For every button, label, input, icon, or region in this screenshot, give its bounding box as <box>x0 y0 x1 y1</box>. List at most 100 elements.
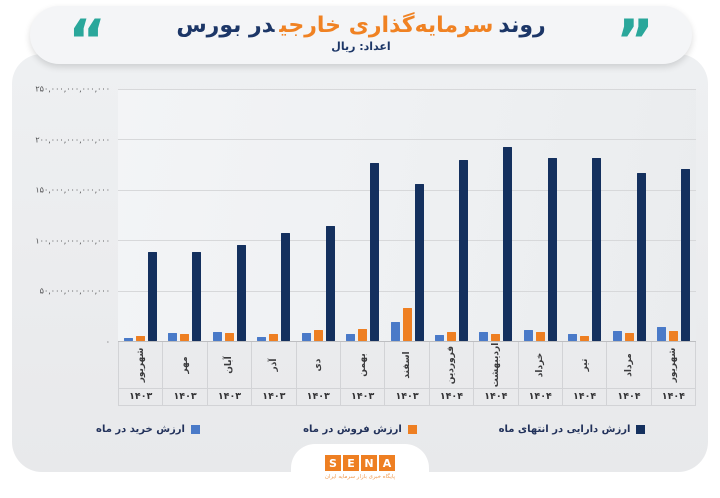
x-axis-cell: آذر ۱۴۰۳ <box>251 342 296 405</box>
bar-assets <box>325 225 335 341</box>
bar-group <box>251 89 295 341</box>
logo-letter: S <box>325 455 341 471</box>
bar-buy <box>612 330 622 341</box>
bar-sell <box>447 331 457 341</box>
bar-assets <box>370 162 380 341</box>
legend-item: ارزش فروش در ماه <box>254 424 466 435</box>
year-label: ۱۴۰۴ <box>607 388 651 405</box>
chart-card: ۲۵۰,۰۰۰,۰۰۰,۰۰۰,۰۰۰ ۲۰۰,۰۰۰,۰۰۰,۰۰۰,۰۰۰ ۱۵… <box>12 54 708 498</box>
year-label: ۱۴۰۴ <box>651 388 696 405</box>
bar-sell <box>669 330 679 341</box>
legend-swatch-icon <box>190 425 200 434</box>
bar-sell <box>535 331 545 341</box>
legend: ارزش خرید در ماه ارزش فروش در ماه ارزش دار… <box>12 424 708 435</box>
logo-letter: A <box>379 455 395 471</box>
x-axis-cell: اردیبهشت ۱۴۰۴ <box>473 342 518 405</box>
bar-group <box>207 89 251 341</box>
bar-sell <box>491 333 501 341</box>
bar-buy <box>390 321 400 341</box>
plot-area <box>118 89 696 342</box>
bar-group <box>474 89 518 341</box>
x-axis: شهریور ۱۴۰۳ مهر ۱۴۰۳ آبان ۱۴۰۳ آذر ۱۴۰۳ دی ۱۴۰۳ به… <box>118 342 697 406</box>
bar-group <box>563 89 607 341</box>
bar-sell <box>624 332 634 341</box>
bar-assets <box>592 157 602 341</box>
legend-swatch-icon <box>407 425 417 434</box>
month-label: خرداد <box>535 352 546 378</box>
year-label: ۱۴۰۴ <box>518 388 562 405</box>
bar-group <box>385 89 429 341</box>
month-label: شهریور <box>135 347 146 383</box>
bar-buy <box>435 334 445 341</box>
bar-buy <box>168 332 178 341</box>
bar-buy <box>346 333 356 341</box>
gridline <box>118 139 696 141</box>
bar-assets <box>681 168 691 341</box>
legend-swatch-icon <box>636 425 646 434</box>
bar-group <box>607 89 651 341</box>
x-axis-cell: مهر ۱۴۰۳ <box>162 342 207 405</box>
bar-sell <box>135 335 145 341</box>
x-axis-cell: بهمن ۱۴۰۳ <box>339 342 385 405</box>
bar-buy <box>523 329 533 341</box>
bar-buy <box>301 332 311 341</box>
legend-label: ارزش خرید در ماه <box>96 424 185 435</box>
year-label: ۱۴۰۳ <box>296 388 340 405</box>
logo-tagline: پایگاه خبری بازار سرمایه ایران <box>324 474 396 480</box>
bar-group <box>518 89 562 341</box>
month-label: شهریور <box>668 347 679 383</box>
x-axis-cell: آبان ۱۴۰۳ <box>206 342 252 405</box>
year-label: ۱۴۰۳ <box>119 388 163 405</box>
quote-close-icon: ” <box>615 7 654 75</box>
gridline <box>118 240 696 242</box>
bar-sell <box>402 307 412 341</box>
bar-buy <box>212 331 222 341</box>
y-axis-label: ۱۵۰,۰۰۰,۰۰۰,۰۰۰,۰۰۰ <box>35 185 110 195</box>
page-title: روندسرمایه‌گذاری خارجیدر بورس <box>30 13 692 38</box>
title-suffix: در بورس <box>176 13 275 38</box>
quote-open-icon: “ <box>68 7 107 75</box>
year-label: ۱۴۰۴ <box>562 388 607 405</box>
year-label: ۱۴۰۳ <box>340 388 385 405</box>
month-label: تیر <box>579 358 590 372</box>
logo-letter: N <box>361 455 377 471</box>
bar-sell <box>180 333 190 341</box>
logo-letter: E <box>343 455 359 471</box>
bar-assets <box>547 157 557 341</box>
y-axis-label: ۲۰۰,۰۰۰,۰۰۰,۰۰۰,۰۰۰ <box>35 135 110 145</box>
bar-group <box>118 89 162 341</box>
x-axis-cell: دی ۱۴۰۳ <box>295 342 340 405</box>
month-label: بهمن <box>357 353 368 377</box>
bar-buy <box>123 337 133 341</box>
bar-assets <box>459 159 469 341</box>
bar-groups <box>118 89 696 341</box>
title-highlight: سرمایه‌گذاری خارجی <box>279 13 494 38</box>
bar-assets <box>281 232 291 341</box>
legend-label: ارزش دارایی در انتهای ماه <box>498 424 631 435</box>
month-label: مرداد <box>623 353 634 377</box>
x-axis-cell: شهریور ۱۴۰۴ <box>650 342 697 405</box>
header: “ ” روندسرمایه‌گذاری خارجیدر بورس اعداد:… <box>30 6 692 75</box>
year-label: ۱۴۰۴ <box>429 388 474 405</box>
y-axis-label: ۱۰۰,۰۰۰,۰۰۰,۰۰۰,۰۰۰ <box>35 236 110 246</box>
bar-assets <box>236 244 246 341</box>
legend-label: ارزش فروش در ماه <box>303 424 402 435</box>
x-axis-cell: خرداد ۱۴۰۴ <box>517 342 562 405</box>
y-axis-label: ۰ <box>105 337 110 347</box>
y-axis: ۲۵۰,۰۰۰,۰۰۰,۰۰۰,۰۰۰ ۲۰۰,۰۰۰,۰۰۰,۰۰۰,۰۰۰ ۱۵… <box>12 85 110 347</box>
month-label: آبان <box>224 356 235 374</box>
bar-group <box>429 89 473 341</box>
month-label: مهر <box>180 356 191 374</box>
month-label: اردیبهشت <box>490 342 501 388</box>
bar-sell <box>580 335 590 341</box>
year-label: ۱۴۰۳ <box>252 388 296 405</box>
bar-buy <box>257 336 267 341</box>
bar-sell <box>358 328 368 341</box>
month-label: اسفند <box>402 351 413 379</box>
month-label: فروردین <box>446 345 457 385</box>
y-axis-label: ۵۰,۰۰۰,۰۰۰,۰۰۰,۰۰۰ <box>39 286 110 296</box>
bar-group <box>162 89 206 341</box>
